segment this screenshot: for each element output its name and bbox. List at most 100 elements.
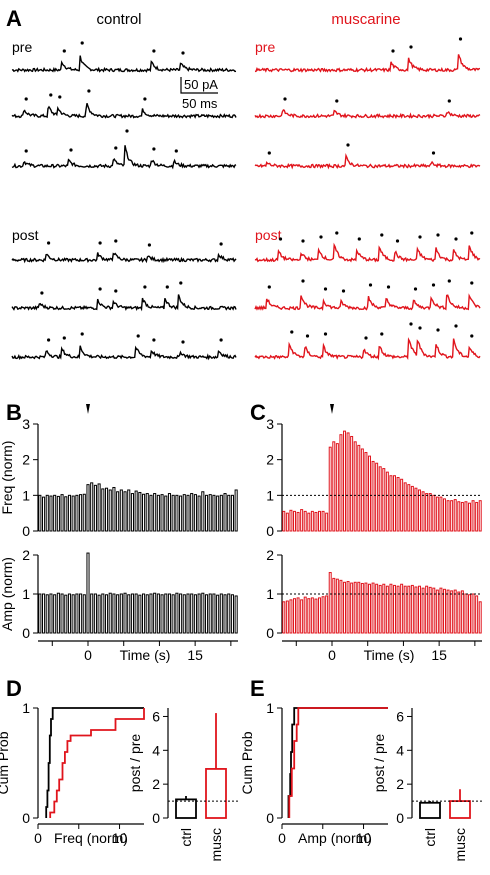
histogram-bar — [307, 512, 311, 532]
muscarine-trace-event-dot — [319, 235, 323, 239]
histogram-bar — [101, 593, 105, 634]
histogram-bar — [149, 494, 153, 532]
histogram-bar — [407, 585, 411, 634]
y-tick-label: 0 — [22, 810, 30, 826]
histogram-bar — [353, 441, 357, 532]
control-trace-event-dot — [87, 89, 91, 93]
histogram-bar — [101, 488, 105, 532]
histogram-bar — [396, 477, 400, 532]
histogram-bar — [282, 510, 286, 532]
histogram-bar — [186, 593, 190, 634]
histogram-bar — [450, 590, 454, 634]
panel-letter-e: E — [250, 676, 265, 701]
histogram-bar — [160, 494, 164, 532]
control-trace — [11, 55, 237, 73]
category-label: ctrl — [422, 828, 438, 847]
muscarine-post-label: post — [255, 227, 282, 243]
histogram-bar — [328, 572, 332, 634]
control-post-label: post — [12, 227, 39, 243]
muscarine-trace-event-dot — [335, 231, 339, 235]
histogram-bar — [119, 489, 123, 532]
muscarine-trace-event-dot — [364, 336, 368, 340]
histogram-bar — [428, 586, 432, 634]
y-tick-label: 4 — [396, 742, 404, 758]
muscarine-trace-event-dot — [418, 326, 422, 330]
histogram-bar — [134, 593, 138, 634]
control-trace-event-dot — [80, 332, 84, 336]
control-trace-event-dot — [49, 93, 53, 97]
histogram-bar — [339, 434, 343, 532]
x-tick-label: 10 — [112, 830, 128, 846]
histogram-bar — [167, 493, 172, 532]
histogram-bar — [186, 494, 190, 532]
histogram-bar — [93, 484, 97, 532]
histogram-bar — [457, 501, 461, 532]
histogram-bar — [464, 501, 468, 532]
muscarine-label: muscarine — [331, 11, 400, 28]
histogram-bar — [443, 588, 446, 634]
muscarine-trace-event-dot — [283, 97, 287, 101]
histogram-bar — [335, 578, 339, 634]
control-trace-event-dot — [69, 148, 73, 152]
histogram-bar — [223, 493, 227, 532]
x-tick-label: 0 — [278, 830, 286, 846]
histogram-bar — [400, 583, 404, 634]
histogram-bar — [93, 593, 97, 634]
control-trace — [11, 102, 237, 119]
histogram-bar — [296, 511, 300, 532]
histogram-bar — [375, 462, 379, 532]
x-tick-label: 15 — [187, 647, 203, 663]
histogram-bar — [289, 599, 293, 634]
histogram-bar — [112, 593, 116, 634]
category-label: musc — [208, 828, 224, 861]
histogram-bar — [227, 494, 231, 532]
histogram-bar — [56, 495, 60, 532]
histogram-bar — [414, 487, 418, 532]
x-axis-label: Time (s) — [364, 647, 415, 663]
histogram-bar — [130, 593, 134, 634]
histogram-bar — [293, 598, 296, 634]
histogram-bar — [410, 485, 414, 532]
histogram-bar — [64, 594, 68, 634]
histogram-bar — [407, 484, 411, 532]
histogram-bar — [296, 597, 300, 634]
histogram-bar — [350, 582, 354, 634]
histogram-bar — [453, 589, 457, 634]
control-trace-event-dot — [147, 243, 151, 247]
histogram-bar — [414, 586, 418, 634]
control-trace-event-dot — [125, 129, 129, 133]
y-tick-label: 0 — [266, 810, 274, 826]
histogram-bar — [156, 593, 160, 634]
y-tick-label: 2 — [396, 776, 404, 792]
histogram-bar — [204, 594, 209, 634]
histogram-bar — [475, 595, 479, 634]
control-trace-event-dot — [181, 51, 185, 55]
histogram-bar — [79, 494, 83, 532]
histogram-bar — [471, 593, 475, 634]
histogram-bar — [86, 484, 90, 532]
histogram-bar — [293, 510, 296, 532]
histogram-bar — [346, 581, 350, 634]
histogram-bar — [193, 594, 197, 634]
scale-time-label: 50 ms — [182, 96, 218, 111]
y-tick-label: 2 — [266, 452, 274, 468]
histogram-bar — [104, 594, 109, 634]
muscarine-trace-event-dot — [380, 233, 384, 237]
histogram-bar — [468, 502, 471, 532]
histogram-bar — [339, 579, 343, 634]
y-tick-label: 3 — [266, 416, 274, 432]
histogram-bar — [318, 510, 321, 532]
histogram-bar — [97, 594, 101, 634]
histogram-bar — [42, 496, 46, 532]
histogram-bar — [104, 487, 109, 532]
scale-amp-label: 50 pA — [184, 77, 218, 92]
y-tick-label: 2 — [152, 776, 160, 792]
y-tick-label: 2 — [22, 452, 30, 468]
muscarine-trace-event-dot — [267, 151, 271, 155]
histogram-bar — [285, 512, 289, 532]
muscarine-trace-event-dot — [391, 49, 395, 53]
histogram-bar — [432, 494, 436, 532]
histogram-bar — [378, 584, 382, 634]
histogram-bar — [67, 593, 72, 634]
